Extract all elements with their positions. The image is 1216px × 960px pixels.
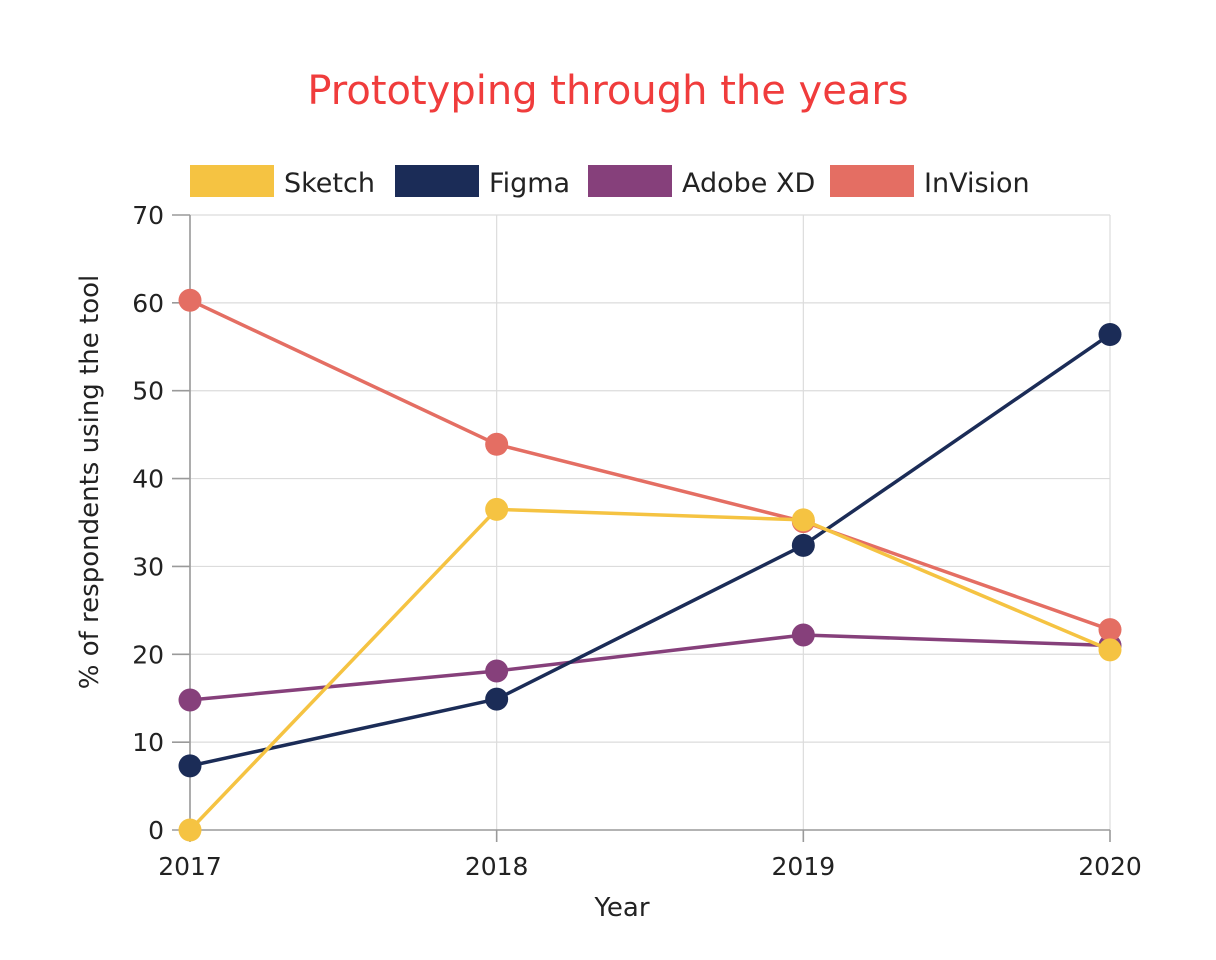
data-point-figma[interactable] bbox=[485, 687, 509, 711]
series-layer bbox=[178, 288, 1122, 842]
data-point-sketch[interactable] bbox=[178, 818, 202, 842]
x-tick-label: 2019 bbox=[772, 852, 836, 881]
legend-label: Adobe XD bbox=[682, 168, 815, 199]
data-point-invision[interactable] bbox=[485, 432, 509, 456]
series-sketch bbox=[178, 497, 1122, 842]
legend: Sketch Figma Adobe XD InVision bbox=[190, 165, 1030, 199]
legend-item-sketch[interactable]: Sketch bbox=[190, 165, 375, 199]
y-tick-label: 60 bbox=[132, 289, 164, 318]
legend-swatch bbox=[830, 165, 914, 197]
legend-item-adobe-xd[interactable]: Adobe XD bbox=[588, 165, 815, 199]
data-point-adobe-xd[interactable] bbox=[791, 623, 815, 647]
y-axis-tick-labels: 0 10 20 30 40 50 60 70 bbox=[132, 201, 164, 845]
data-point-adobe-xd[interactable] bbox=[178, 688, 202, 712]
legend-label: Sketch bbox=[284, 168, 375, 199]
x-tick-label: 2020 bbox=[1078, 852, 1142, 881]
data-point-adobe-xd[interactable] bbox=[485, 659, 509, 683]
series-line-figma bbox=[189, 333, 1111, 768]
legend-item-figma[interactable]: Figma bbox=[395, 165, 570, 199]
series-figma bbox=[178, 322, 1122, 778]
data-point-sketch[interactable] bbox=[485, 497, 509, 521]
data-point-figma[interactable] bbox=[178, 754, 202, 778]
data-point-invision[interactable] bbox=[1098, 618, 1122, 642]
data-point-sketch[interactable] bbox=[791, 508, 815, 532]
series-adobe-xd bbox=[178, 623, 1122, 712]
legend-swatch bbox=[395, 165, 479, 197]
series-line-invision bbox=[189, 298, 1111, 632]
x-tick-label: 2017 bbox=[158, 852, 222, 881]
y-tick-label: 10 bbox=[132, 728, 164, 757]
chart-title: Prototyping through the years bbox=[307, 68, 908, 114]
data-point-invision[interactable] bbox=[178, 288, 202, 312]
axes bbox=[172, 214, 1111, 842]
x-axis-title: Year bbox=[593, 893, 649, 923]
y-tick-label: 30 bbox=[132, 552, 164, 581]
y-tick-label: 40 bbox=[132, 465, 164, 494]
data-point-figma[interactable] bbox=[791, 533, 815, 557]
data-point-sketch[interactable] bbox=[1098, 638, 1122, 662]
series-line-sketch bbox=[188, 507, 1111, 832]
x-tick-label: 2018 bbox=[465, 852, 529, 881]
legend-swatch bbox=[588, 165, 672, 197]
legend-label: Figma bbox=[489, 168, 570, 199]
y-tick-label: 0 bbox=[148, 816, 164, 845]
legend-label: InVision bbox=[924, 168, 1030, 199]
series-line-adobe-xd bbox=[189, 633, 1111, 702]
gridlines bbox=[189, 214, 1111, 830]
y-tick-label: 50 bbox=[132, 377, 164, 406]
legend-swatch bbox=[190, 165, 274, 197]
x-axis-tick-labels: 2017 2018 2019 2020 bbox=[158, 852, 1142, 881]
series-invision bbox=[178, 288, 1122, 642]
y-tick-label: 20 bbox=[132, 640, 164, 669]
y-axis-title: % of respondents using the tool bbox=[75, 275, 105, 690]
y-tick-label: 70 bbox=[132, 201, 164, 230]
data-point-figma[interactable] bbox=[1098, 322, 1122, 346]
legend-item-invision[interactable]: InVision bbox=[830, 165, 1030, 199]
